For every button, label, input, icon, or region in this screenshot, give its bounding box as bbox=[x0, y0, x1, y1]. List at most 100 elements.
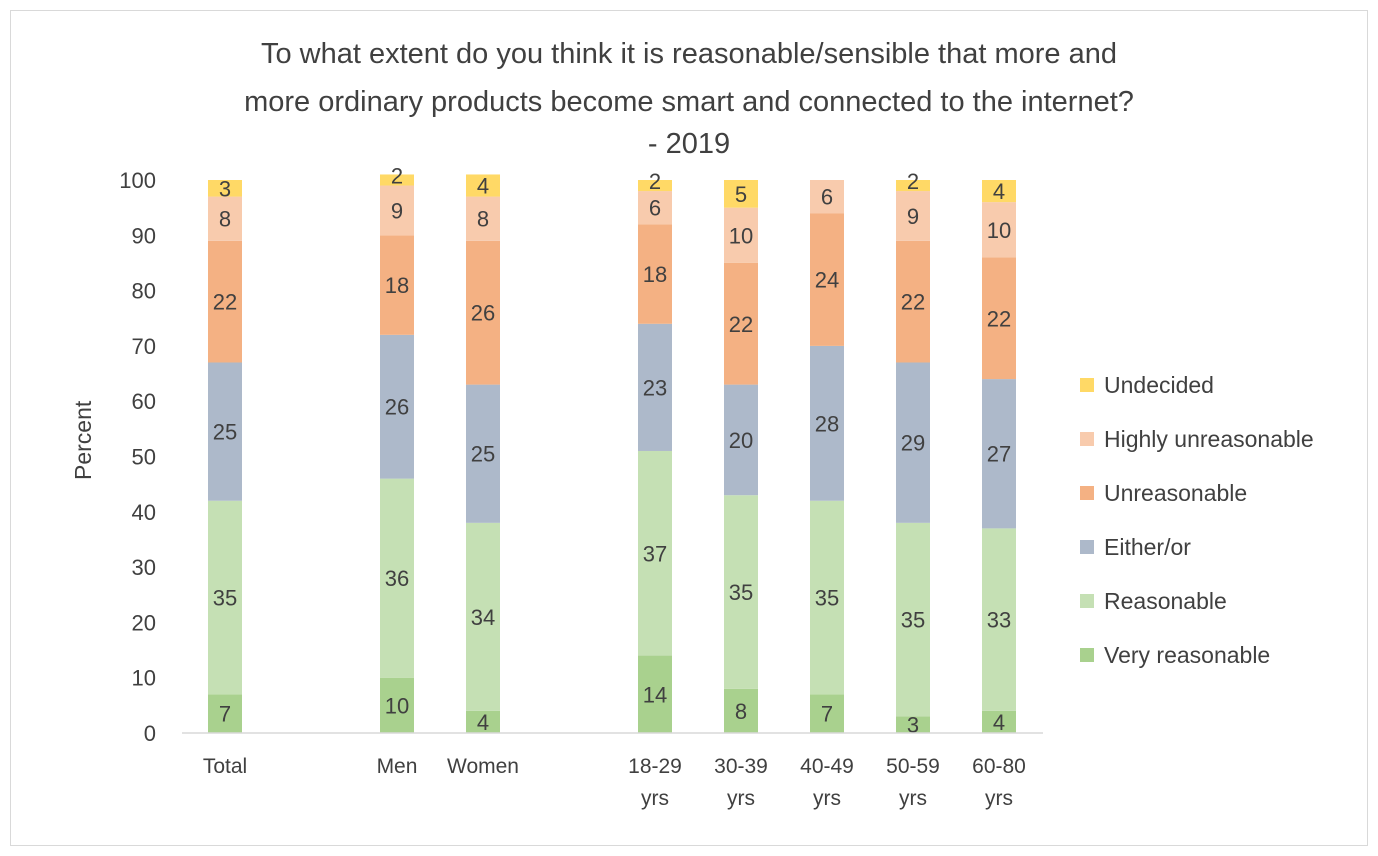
legend-item: Reasonable bbox=[1080, 574, 1314, 628]
legend-item: Undecided bbox=[1080, 358, 1314, 412]
data-label: 25 bbox=[471, 442, 495, 467]
legend-label: Either/or bbox=[1104, 533, 1191, 560]
data-label: 3 bbox=[907, 713, 919, 738]
bar-segment bbox=[810, 345, 844, 501]
legend-label: Highly unreasonable bbox=[1104, 425, 1314, 452]
bar-segment bbox=[638, 323, 672, 451]
bar-segment bbox=[896, 522, 930, 717]
data-label: 2 bbox=[907, 169, 919, 194]
data-label: 26 bbox=[385, 395, 409, 420]
y-tick-label: 90 bbox=[132, 223, 156, 248]
legend: Undecided Highly unreasonable Unreasonable… bbox=[1080, 358, 1314, 682]
legend-item: Unreasonable bbox=[1080, 466, 1314, 520]
bar-segment bbox=[380, 478, 414, 678]
bar-segment bbox=[896, 362, 930, 523]
bar-segment bbox=[724, 384, 758, 496]
data-label: 37 bbox=[643, 541, 667, 566]
data-label: 29 bbox=[901, 431, 925, 456]
bar-segment bbox=[208, 362, 242, 501]
x-tick-label-line2: yrs bbox=[813, 787, 841, 810]
data-label: 35 bbox=[815, 586, 839, 611]
y-tick-label: 30 bbox=[132, 555, 156, 580]
y-tick-label: 60 bbox=[132, 389, 156, 414]
x-tick-label: 50-59 bbox=[886, 755, 940, 778]
bar-segment bbox=[896, 716, 930, 733]
y-tick-label: 100 bbox=[119, 168, 156, 193]
y-tick-label: 50 bbox=[132, 445, 156, 470]
bar-segment bbox=[896, 240, 930, 363]
bar-segment bbox=[896, 191, 930, 241]
bar-segment bbox=[982, 379, 1016, 529]
bar-segment bbox=[982, 180, 1016, 203]
legend-swatch bbox=[1080, 594, 1094, 608]
data-label: 5 bbox=[735, 182, 747, 207]
bar-segment bbox=[638, 450, 672, 656]
bar-segment bbox=[724, 495, 758, 689]
bar-segment bbox=[208, 694, 242, 733]
bar-segment bbox=[208, 500, 242, 695]
data-label: 25 bbox=[213, 420, 237, 445]
data-label: 24 bbox=[815, 268, 839, 293]
bar-segment bbox=[466, 710, 500, 733]
data-label: 4 bbox=[993, 710, 1005, 735]
x-tick-label: Total bbox=[203, 755, 247, 778]
x-tick-label: Men bbox=[377, 755, 418, 778]
bar-segment bbox=[380, 235, 414, 335]
x-tick-label: Women bbox=[447, 755, 519, 778]
data-label: 4 bbox=[477, 174, 489, 199]
y-tick-label: 70 bbox=[132, 334, 156, 359]
legend-item: Very reasonable bbox=[1080, 628, 1314, 682]
data-label: 22 bbox=[901, 290, 925, 315]
data-label: 22 bbox=[729, 312, 753, 337]
legend-swatch bbox=[1080, 540, 1094, 554]
legend-swatch bbox=[1080, 648, 1094, 662]
data-label: 9 bbox=[907, 204, 919, 229]
data-label: 3 bbox=[219, 176, 231, 201]
x-tick-label-line2: yrs bbox=[641, 787, 669, 810]
bar-segment bbox=[724, 180, 758, 208]
data-label: 18 bbox=[643, 262, 667, 287]
y-tick-label: 20 bbox=[132, 610, 156, 635]
bar-segment bbox=[208, 196, 242, 241]
data-label: 34 bbox=[471, 605, 495, 630]
data-label: 20 bbox=[729, 428, 753, 453]
data-label: 7 bbox=[821, 702, 833, 727]
chart-title-line-3: - 2019 bbox=[647, 128, 731, 160]
bar-segment bbox=[724, 207, 758, 263]
data-label: 8 bbox=[219, 207, 231, 232]
data-label: 28 bbox=[815, 411, 839, 436]
bar-segment bbox=[982, 257, 1016, 380]
bar-segment bbox=[638, 180, 672, 192]
data-label: 10 bbox=[729, 223, 753, 248]
bar-segment bbox=[380, 174, 414, 186]
data-label: 6 bbox=[821, 185, 833, 210]
bar-segment bbox=[638, 655, 672, 733]
x-tick-label: 40-49 bbox=[800, 755, 854, 778]
x-tick-label: 30-39 bbox=[714, 755, 768, 778]
x-tick-label: 60-80 bbox=[972, 755, 1026, 778]
data-label: 2 bbox=[649, 169, 661, 194]
legend-swatch bbox=[1080, 432, 1094, 446]
bar-segment bbox=[896, 180, 930, 192]
x-tick-label-line2: yrs bbox=[899, 787, 927, 810]
bar-segment bbox=[638, 224, 672, 324]
data-label: 7 bbox=[219, 702, 231, 727]
data-label: 9 bbox=[391, 198, 403, 223]
data-label: 2 bbox=[391, 164, 403, 189]
bar-segment bbox=[982, 202, 1016, 258]
bar-segment bbox=[466, 196, 500, 241]
bar-segment bbox=[466, 522, 500, 711]
bar-segment bbox=[208, 180, 242, 197]
bar-segment bbox=[810, 694, 844, 733]
data-label: 26 bbox=[471, 301, 495, 326]
data-label: 10 bbox=[987, 218, 1011, 243]
bar-segment bbox=[208, 240, 242, 363]
bar-segment bbox=[466, 384, 500, 523]
legend-item: Highly unreasonable bbox=[1080, 412, 1314, 466]
legend-label: Reasonable bbox=[1104, 587, 1227, 614]
data-label: 22 bbox=[987, 306, 1011, 331]
legend-label: Undecided bbox=[1104, 371, 1214, 398]
y-tick-label: 0 bbox=[144, 721, 156, 746]
y-tick-label: 80 bbox=[132, 279, 156, 304]
